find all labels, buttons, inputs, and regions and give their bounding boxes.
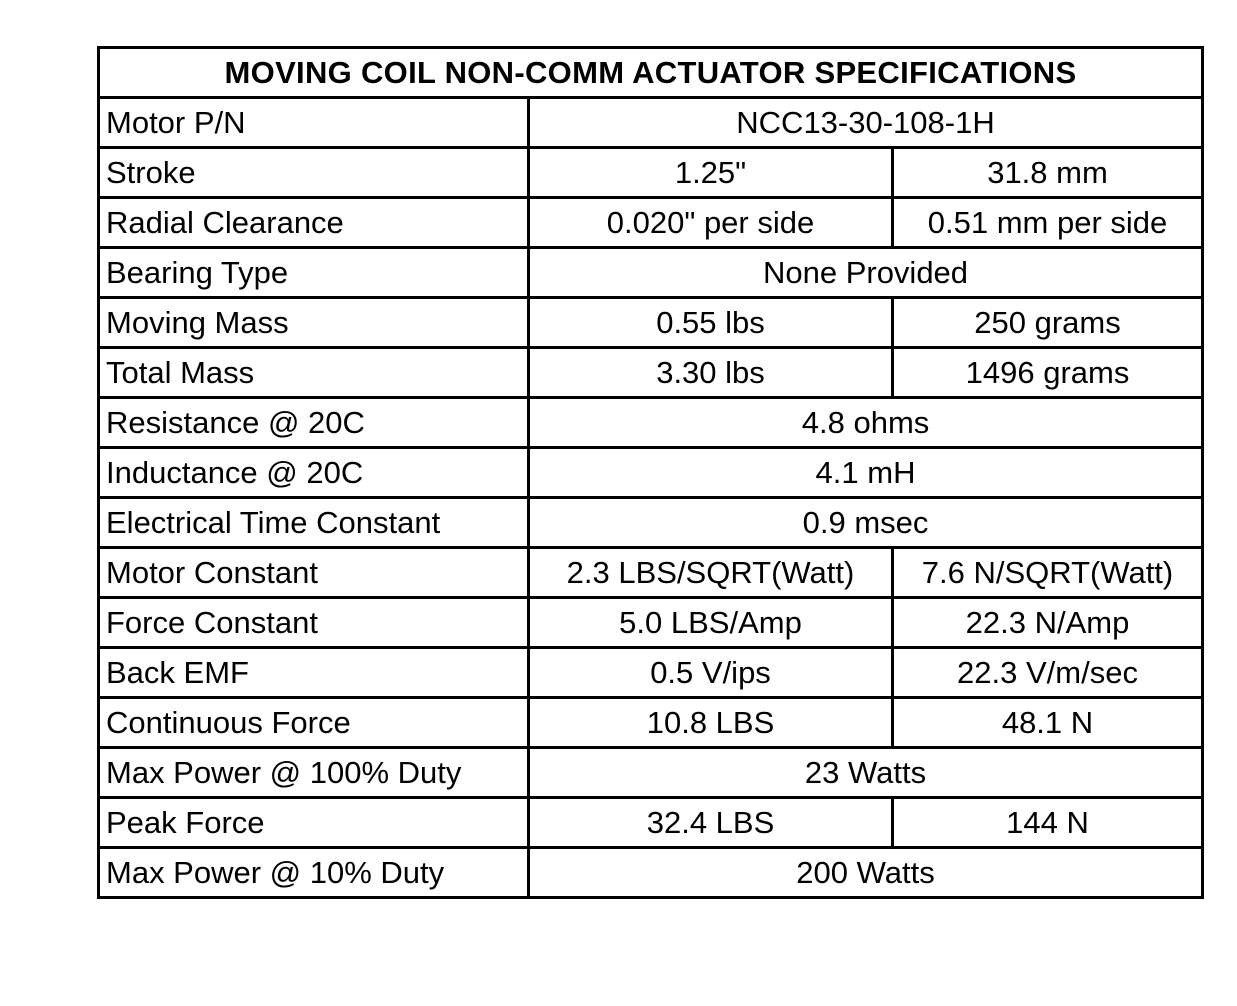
row-metric-value: 22.3 V/m/sec [890,646,1205,699]
table-row: Motor P/N NCC13-30-108-1H [97,96,1205,149]
row-label: Max Power @ 100% Duty [97,746,530,799]
table-row: Electrical Time Constant 0.9 msec [97,496,1205,549]
table-row: Total Mass 3.30 lbs 1496 grams [97,346,1205,399]
row-label: Bearing Type [97,246,530,299]
row-label: Total Mass [97,346,530,399]
row-label: Back EMF [97,646,530,699]
row-label: Force Constant [97,596,530,649]
row-value: NCC13-30-108-1H [526,96,1205,149]
row-label: Resistance @ 20C [97,396,530,449]
row-value: 23 Watts [526,746,1205,799]
table-row: Resistance @ 20C 4.8 ohms [97,396,1205,449]
table-row: Stroke 1.25" 31.8 mm [97,146,1205,199]
row-imperial-value: 0.5 V/ips [527,646,894,699]
row-label: Peak Force [97,796,530,849]
row-imperial-value: 32.4 LBS [527,796,894,849]
row-metric-value: 250 grams [890,296,1205,349]
row-imperial-value: 3.30 lbs [527,346,894,399]
row-label: Stroke [97,146,530,199]
table-title: MOVING COIL NON-COMM ACTUATOR SPECIFICAT… [96,46,1205,99]
table-row: Radial Clearance 0.020" per side 0.51 mm… [97,196,1205,249]
row-label: Moving Mass [97,296,530,349]
table-row: Peak Force 32.4 LBS 144 N [97,796,1205,849]
row-value: 4.8 ohms [526,396,1205,449]
row-value: 4.1 mH [526,446,1205,499]
row-imperial-value: 1.25" [527,146,894,199]
row-label: Radial Clearance [97,196,530,249]
table-row: Max Power @ 10% Duty 200 Watts [97,846,1205,899]
row-label: Motor P/N [97,96,530,149]
row-metric-value: 1496 grams [890,346,1205,399]
row-metric-value: 144 N [890,796,1205,849]
table-row: Continuous Force 10.8 LBS 48.1 N [97,696,1205,749]
row-imperial-value: 0.020" per side [527,196,894,249]
row-imperial-value: 5.0 LBS/Amp [527,596,894,649]
row-value: 200 Watts [526,846,1205,899]
row-value: None Provided [526,246,1205,299]
row-metric-value: 22.3 N/Amp [890,596,1205,649]
table-row: Moving Mass 0.55 lbs 250 grams [97,296,1205,349]
row-imperial-value: 0.55 lbs [527,296,894,349]
row-metric-value: 48.1 N [890,696,1205,749]
table-row: Force Constant 5.0 LBS/Amp 22.3 N/Amp [97,596,1205,649]
spec-table: MOVING COIL NON-COMM ACTUATOR SPECIFICAT… [96,46,1205,899]
row-label: Max Power @ 10% Duty [97,846,530,899]
row-label: Electrical Time Constant [97,496,530,549]
row-metric-value: 31.8 mm [890,146,1205,199]
row-label: Continuous Force [97,696,530,749]
row-imperial-value: 10.8 LBS [527,696,894,749]
row-label: Inductance @ 20C [97,446,530,499]
row-label: Motor Constant [97,546,530,599]
row-value: 0.9 msec [526,496,1205,549]
table-row: Back EMF 0.5 V/ips 22.3 V/m/sec [97,646,1205,699]
table-row: Inductance @ 20C 4.1 mH [97,446,1205,499]
table-row: Motor Constant 2.3 LBS/SQRT(Watt) 7.6 N/… [97,546,1205,599]
table-row: Bearing Type None Provided [97,246,1205,299]
title-row: MOVING COIL NON-COMM ACTUATOR SPECIFICAT… [96,46,1205,99]
table-row: Max Power @ 100% Duty 23 Watts [97,746,1205,799]
row-metric-value: 0.51 mm per side [890,196,1205,249]
row-metric-value: 7.6 N/SQRT(Watt) [890,546,1205,599]
row-imperial-value: 2.3 LBS/SQRT(Watt) [527,546,894,599]
